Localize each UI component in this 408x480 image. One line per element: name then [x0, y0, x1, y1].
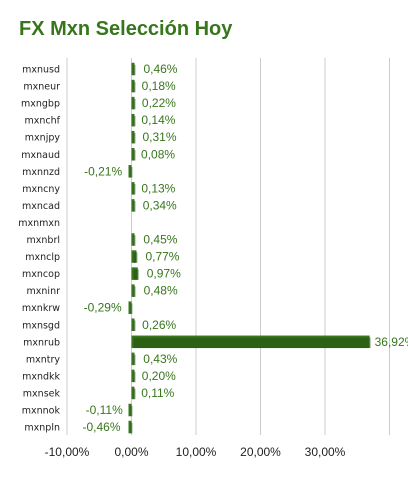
bar-shadow [130, 405, 133, 417]
bar-shadow [133, 98, 136, 110]
data-label: -0,29% [84, 301, 122, 315]
category-label: mxnkrw [22, 303, 60, 314]
bar-shadow [133, 64, 136, 76]
category-label: mxneur [23, 82, 60, 93]
data-label: 0,48% [144, 284, 178, 298]
data-label: 0,43% [143, 352, 177, 366]
bar [131, 62, 135, 76]
bar-shadow [133, 354, 136, 366]
bar-shadow [133, 184, 136, 195]
bar-shadow [133, 252, 138, 263]
category-label: mxnmxn [18, 218, 60, 229]
data-label: 0,26% [142, 318, 176, 332]
bar-shadow [133, 201, 136, 212]
bar [128, 165, 132, 178]
bar [128, 301, 132, 314]
data-label: 0,31% [142, 130, 176, 144]
x-tick-label: 30,00% [305, 445, 346, 459]
bar [131, 267, 138, 280]
bar [131, 182, 135, 195]
bar [131, 335, 370, 349]
category-label: mxndkk [22, 371, 60, 382]
gridlines [66, 58, 390, 435]
chart-title: FX Mxn Selección Hoy [19, 18, 233, 40]
data-label: 0,08% [141, 147, 175, 161]
category-label: mxnaud [21, 150, 60, 161]
category-label: mxngbp [21, 99, 60, 110]
bar-shadow [133, 150, 136, 161]
bar [131, 284, 135, 297]
bar [131, 369, 135, 383]
data-label: -0,46% [83, 420, 121, 434]
data-label: 0,46% [143, 62, 177, 76]
data-label: 0,11% [141, 386, 174, 400]
bar [128, 403, 132, 417]
data-label: 0,45% [143, 233, 177, 247]
bar-shadow [130, 167, 133, 178]
data-label: -0,11% [86, 403, 123, 417]
data-label: 0,77% [145, 250, 179, 264]
data-label: 0,14% [141, 113, 175, 127]
category-label: mxncny [22, 184, 60, 195]
labels: -10,00% 0,00% 10,00% 20,00% 30,00% mxnusd 0,46… [18, 62, 408, 459]
bar-shadow [133, 286, 136, 297]
category-label: mxncop [22, 269, 60, 280]
bar [131, 96, 135, 110]
category-label: mxnjpy [25, 133, 61, 144]
bar [128, 420, 132, 434]
bar-shadow [133, 132, 136, 144]
bar [131, 199, 135, 212]
bars [128, 62, 371, 434]
x-tick-label: 0,00% [114, 445, 148, 459]
bar-shadow [130, 303, 133, 314]
bar [131, 318, 135, 331]
data-label: 0,34% [143, 198, 177, 212]
x-tick-label: 20,00% [240, 445, 281, 459]
bar [131, 130, 135, 144]
category-label: mxncad [22, 201, 60, 212]
category-label: mxninr [27, 286, 61, 297]
category-label: mxnpln [24, 423, 60, 434]
data-label: 0,18% [142, 79, 176, 93]
category-label: mxnsgd [22, 320, 60, 331]
bar-shadow [133, 320, 136, 331]
bar-shadow [130, 422, 133, 434]
category-label: mxnbrl [27, 235, 60, 246]
category-label: mxnnok [22, 406, 61, 417]
bar [131, 352, 135, 366]
category-label: mxnclp [25, 252, 60, 263]
data-label: 0,13% [141, 181, 175, 195]
bar-shadow [133, 388, 136, 400]
bar-shadow [133, 371, 136, 383]
bar-shadow [133, 115, 136, 127]
category-label: mxnnzd [22, 167, 60, 178]
bar [131, 148, 135, 161]
bar-shadow [133, 269, 139, 280]
category-label: mxnusd [22, 65, 60, 76]
bar [131, 386, 135, 400]
data-label: 0,20% [142, 369, 176, 383]
bar-shadow [133, 337, 371, 349]
bar-shadow [133, 81, 136, 93]
bar [131, 79, 135, 93]
bar-shadow [133, 235, 136, 246]
category-label: mxnrub [23, 337, 60, 348]
bar [131, 250, 137, 263]
x-tick-label: 10,00% [176, 445, 217, 459]
data-label: -0,21% [84, 164, 122, 178]
data-label: 0,97% [147, 267, 181, 281]
bar [131, 113, 135, 127]
x-tick-label: -10,00% [45, 445, 90, 459]
data-label: 0,22% [142, 96, 176, 110]
bar [131, 233, 135, 246]
category-label: mxnsek [23, 388, 61, 399]
category-label: mxntry [26, 354, 61, 365]
category-label: mxnchf [25, 116, 61, 127]
data-label: 36,92% [375, 335, 408, 349]
